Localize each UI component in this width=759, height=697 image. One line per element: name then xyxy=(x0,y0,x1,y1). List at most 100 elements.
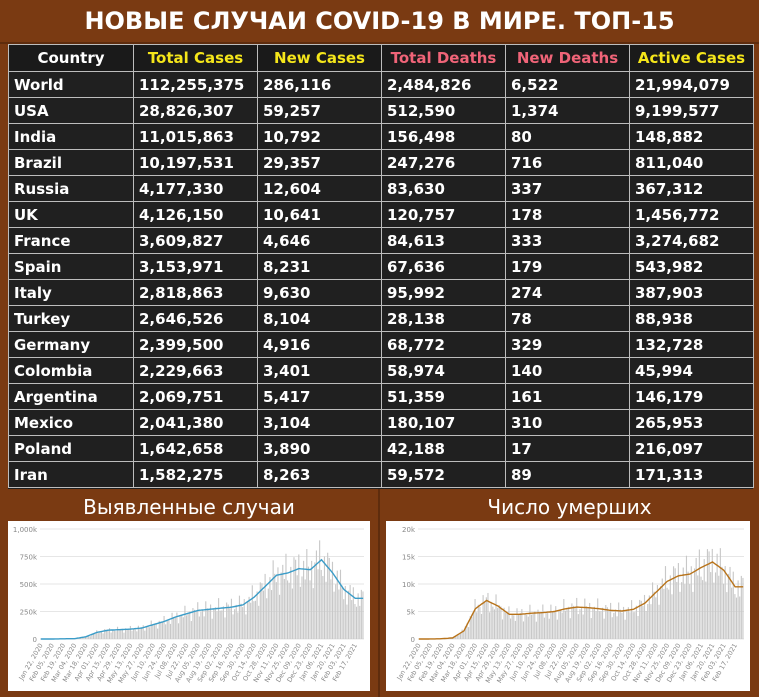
bar xyxy=(700,576,702,639)
bar xyxy=(176,612,178,639)
bar xyxy=(254,600,257,639)
bar xyxy=(242,607,244,639)
bar xyxy=(116,626,119,639)
bar xyxy=(456,634,458,639)
value-cell: 329 xyxy=(505,331,630,358)
bar xyxy=(351,600,353,639)
bar xyxy=(732,571,734,639)
bar xyxy=(727,573,729,639)
bar xyxy=(647,603,649,639)
value-cell: 112,255,375 xyxy=(133,71,258,98)
page-title: НОВЫЕ СЛУЧАИ COVID-19 В МИРЕ. ТОП-15 xyxy=(0,0,759,44)
bar xyxy=(238,595,241,639)
bar xyxy=(283,579,285,639)
bar xyxy=(84,636,87,639)
bar xyxy=(679,591,681,639)
bar xyxy=(121,628,123,639)
bar xyxy=(349,584,351,639)
value-cell: 274 xyxy=(505,279,630,306)
header-total-deaths: Total Deaths xyxy=(381,44,506,72)
value-cell: 4,177,330 xyxy=(133,175,258,202)
bar xyxy=(490,601,492,639)
bar xyxy=(190,621,192,639)
bar xyxy=(88,635,90,639)
value-cell: 21,994,079 xyxy=(629,71,754,98)
bar xyxy=(572,605,575,639)
y-tick-label: 5k xyxy=(406,609,415,617)
bar xyxy=(655,597,657,639)
bar xyxy=(576,597,578,639)
country-cell: Germany xyxy=(8,331,134,358)
bar xyxy=(277,567,279,639)
bar xyxy=(307,566,309,639)
value-cell: 180,107 xyxy=(381,409,506,436)
value-cell: 8,104 xyxy=(257,305,382,332)
value-cell: 171,313 xyxy=(629,461,754,488)
table-row: Russia 4,177,330 12,604 83,630 337 367,312 xyxy=(8,175,754,202)
bar xyxy=(96,630,98,639)
bar xyxy=(653,591,655,639)
bar xyxy=(214,607,216,639)
bar xyxy=(710,572,712,639)
table-row: World 112,255,375 286,116 2,484,826 6,522 21,… xyxy=(8,71,754,98)
bar xyxy=(314,562,316,639)
bar xyxy=(558,610,560,639)
charts-panel: Выявленные случаи Число умерших 1,000k 75… xyxy=(0,489,759,697)
bar xyxy=(642,606,644,639)
value-cell: 59,257 xyxy=(257,97,382,124)
bar xyxy=(458,634,460,639)
bar xyxy=(355,606,358,639)
bar xyxy=(149,627,151,639)
bar xyxy=(711,548,713,639)
bar xyxy=(560,609,562,639)
bar xyxy=(703,559,705,639)
bar xyxy=(229,608,231,639)
cases-chart-title: Выявленные случаи xyxy=(83,495,295,519)
bar xyxy=(714,572,717,639)
bar xyxy=(550,604,552,639)
bar xyxy=(136,631,138,639)
bar xyxy=(635,605,638,639)
bar xyxy=(94,633,96,639)
bar xyxy=(362,591,364,639)
bar xyxy=(129,625,131,639)
value-cell: 10,641 xyxy=(257,201,382,228)
bar xyxy=(208,609,210,639)
table-row: Argentina 2,069,751 5,417 51,359 161 146,179 xyxy=(8,383,754,410)
bar xyxy=(459,633,462,639)
bar xyxy=(484,602,486,639)
table-row: Mexico 2,041,380 3,104 180,107 310 265,953 xyxy=(8,409,754,436)
bar xyxy=(269,577,271,639)
bar xyxy=(660,586,662,639)
country-cell: UK xyxy=(8,201,134,228)
bar xyxy=(595,611,597,639)
bar xyxy=(222,606,224,639)
bar xyxy=(509,618,512,639)
bar xyxy=(267,588,269,639)
bar xyxy=(197,602,199,639)
bar xyxy=(335,584,337,639)
table-body: World 112,255,375 286,116 2,484,826 6,522 21,… xyxy=(8,71,754,488)
bar xyxy=(690,566,692,639)
bar xyxy=(585,606,587,639)
bar xyxy=(634,612,636,639)
country-cell: USA xyxy=(8,97,134,124)
y-tick-label: 0 xyxy=(33,636,37,644)
bar xyxy=(320,569,322,639)
bar xyxy=(298,554,300,639)
bar xyxy=(663,588,665,639)
bar xyxy=(125,628,127,639)
bar xyxy=(614,609,617,639)
value-cell: 4,646 xyxy=(257,227,382,254)
bar xyxy=(258,605,260,639)
bar xyxy=(629,612,631,639)
bar xyxy=(619,609,621,639)
bar xyxy=(500,606,502,639)
value-cell: 161 xyxy=(505,383,630,410)
bar xyxy=(134,629,136,639)
bar xyxy=(608,611,610,639)
bar xyxy=(548,618,550,639)
bar xyxy=(563,599,565,639)
bar xyxy=(173,617,175,639)
bar xyxy=(639,599,641,639)
